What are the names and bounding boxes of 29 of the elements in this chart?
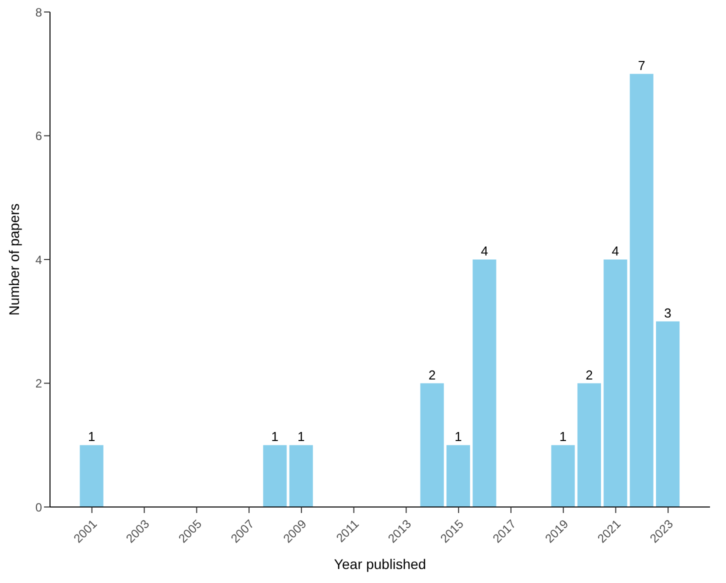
y-axis-title: Number of papers: [6, 203, 22, 316]
y-tick-label: 8: [35, 5, 42, 20]
bar: [577, 383, 601, 507]
data-label: 1: [88, 429, 96, 444]
x-axis-title: Year published: [334, 556, 426, 572]
data-label: 1: [298, 429, 305, 444]
data-label: 2: [428, 367, 436, 382]
bar: [551, 445, 575, 507]
y-tick-label: 4: [35, 252, 42, 267]
data-label: 1: [559, 429, 567, 444]
data-label: 1: [271, 429, 279, 444]
data-label: 7: [638, 58, 646, 73]
bar: [263, 445, 287, 507]
bar: [604, 260, 628, 507]
bar: [80, 445, 104, 507]
y-tick-label: 0: [35, 500, 42, 514]
data-label: 1: [454, 429, 462, 444]
bar: [472, 260, 496, 507]
bar: [420, 383, 444, 507]
y-tick-label: 6: [35, 129, 42, 144]
data-label: 4: [612, 244, 620, 258]
bar: [289, 445, 313, 507]
y-tick-label: 2: [35, 376, 42, 391]
data-label: 2: [586, 367, 593, 382]
bar: [446, 445, 470, 507]
bar: [656, 321, 680, 507]
bar: [630, 74, 654, 507]
data-label: 4: [480, 244, 488, 258]
data-label: 3: [664, 305, 672, 320]
